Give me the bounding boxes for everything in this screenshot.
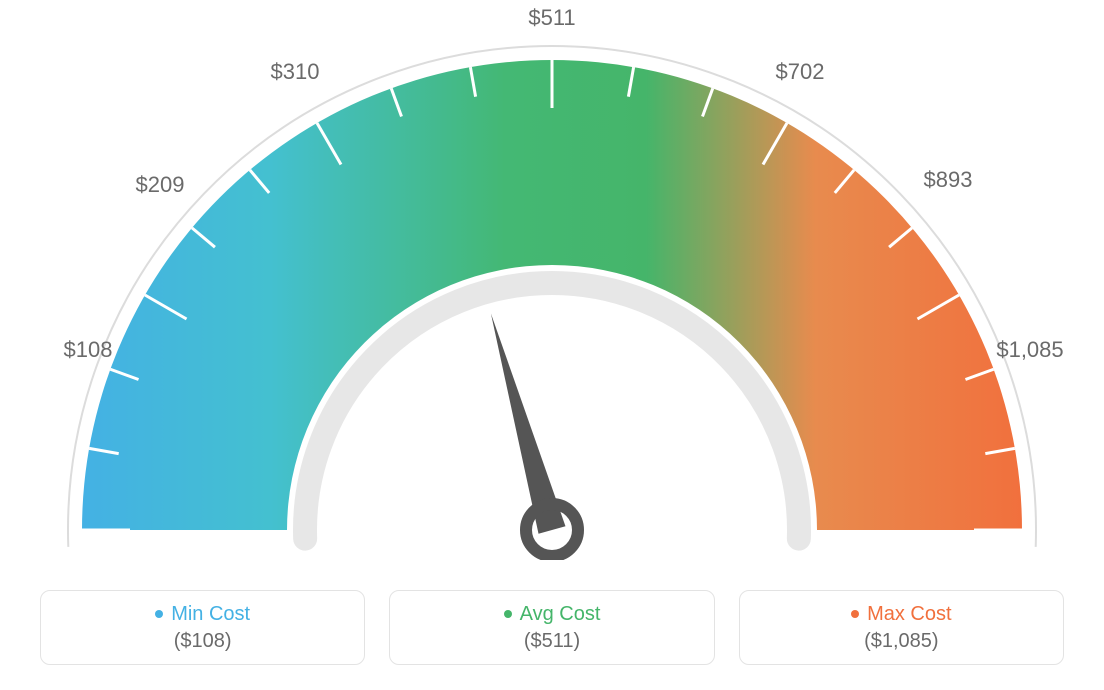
legend-row: Min Cost ($108) Avg Cost ($511) Max Cost… — [0, 580, 1104, 690]
gauge-tick-label: $209 — [136, 172, 185, 198]
dot-icon — [504, 610, 512, 618]
legend-title-avg: Avg Cost — [504, 603, 601, 626]
gauge-tick-label: $108 — [64, 337, 113, 363]
dot-icon — [155, 610, 163, 618]
gauge-tick-label: $893 — [924, 167, 973, 193]
gauge-tick-label: $310 — [271, 59, 320, 85]
legend-card-avg: Avg Cost ($511) — [389, 590, 714, 665]
legend-value-min: ($108) — [174, 630, 232, 653]
legend-card-max: Max Cost ($1,085) — [739, 590, 1064, 665]
legend-value-avg: ($511) — [524, 630, 580, 653]
gauge-tick-label: $702 — [776, 59, 825, 85]
gauge-tick-label: $511 — [528, 5, 575, 31]
chart-container: $108 $209 $310 $511 $702 $893 $1,085 Min Cost … — [0, 0, 1104, 690]
legend-card-min: Min Cost ($108) — [40, 590, 365, 665]
legend-value-max: ($1,085) — [864, 630, 939, 653]
legend-label-max: Max Cost — [867, 603, 951, 626]
legend-label-min: Min Cost — [171, 603, 250, 626]
legend-label-avg: Avg Cost — [520, 603, 601, 626]
gauge-chart: $108 $209 $310 $511 $702 $893 $1,085 — [0, 0, 1104, 560]
gauge-tick-label: $1,085 — [996, 337, 1063, 363]
legend-title-min: Min Cost — [155, 603, 250, 626]
legend-title-max: Max Cost — [851, 603, 951, 626]
gauge-svg — [0, 0, 1104, 560]
dot-icon — [851, 610, 859, 618]
